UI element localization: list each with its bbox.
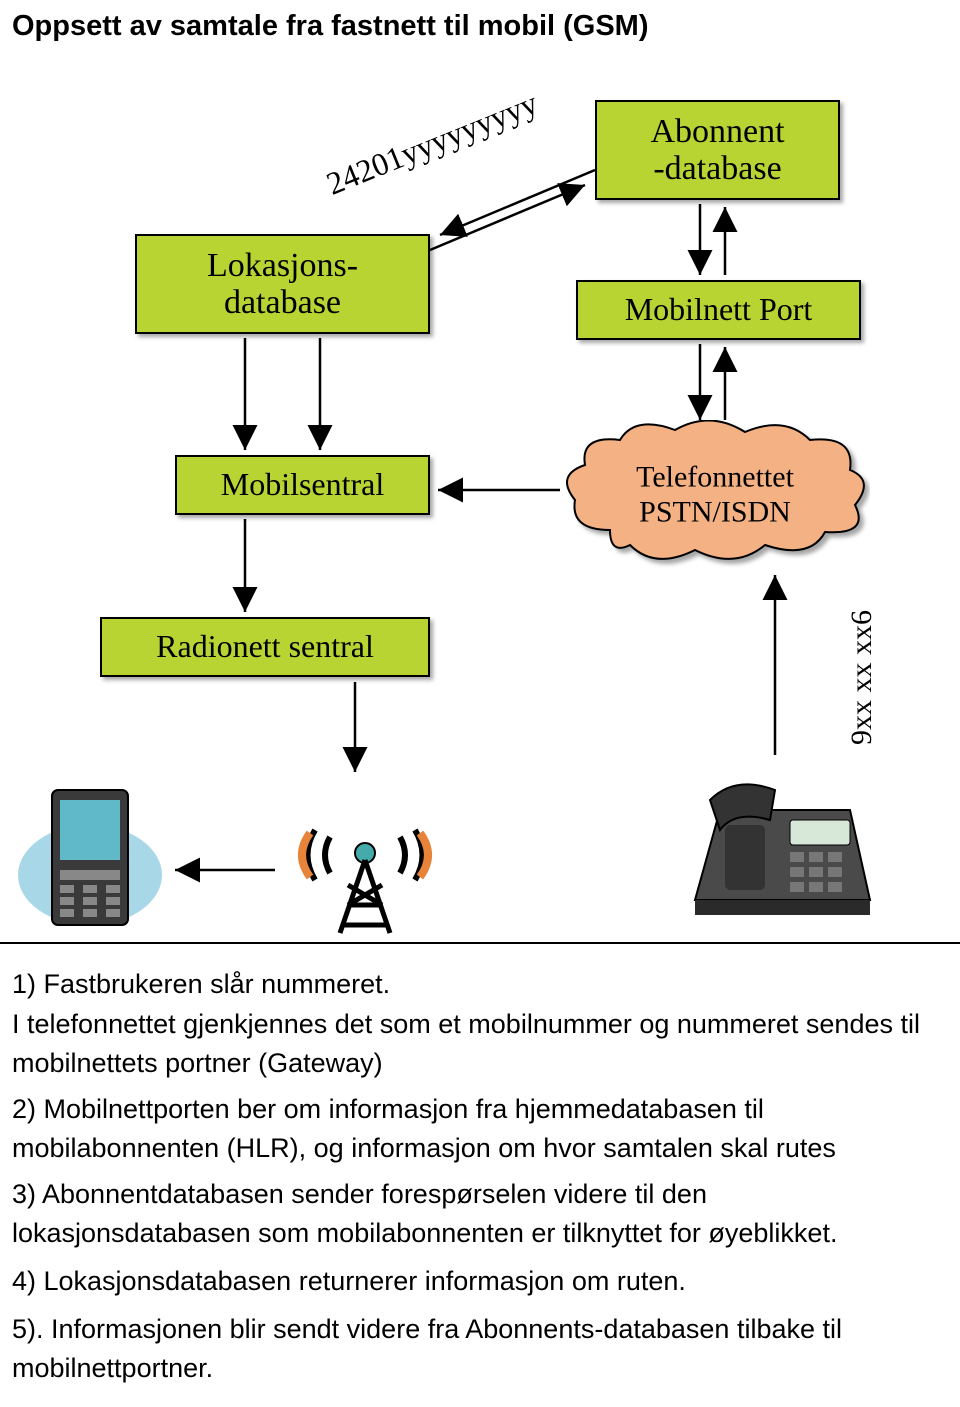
section-divider <box>0 942 960 944</box>
mobile-phone-icon <box>10 780 170 940</box>
box-lokasjons-database: Lokasjons- database <box>135 234 430 334</box>
paragraph-5: 5). Informasjonen blir sendt videre fra … <box>12 1310 940 1388</box>
paragraph-4: 4) Lokasjonsdatabasen returnerer informa… <box>12 1262 940 1301</box>
radio-tower-icon <box>280 775 450 940</box>
imsi-label: 24201yyyyyyyyy <box>321 84 543 202</box>
phone-number-label: 9xx xx xx6 <box>845 610 879 745</box>
paragraph-2: 2) Mobilnettporten ber om informasjon fr… <box>12 1090 940 1168</box>
box-mobilnett-port: Mobilnett Port <box>576 280 861 340</box>
page-title: Oppsett av samtale fra fastnett til mobi… <box>12 10 649 43</box>
paragraph-1: 1) Fastbrukeren slår nummeret. <box>12 965 940 1004</box>
cloud-pstn-isdn: Telefonnettet PSTN/ISDN <box>560 420 870 570</box>
paragraph-1b: I telefonnettet gjenkjennes det som et m… <box>12 1005 940 1083</box>
paragraph-3: 3) Abonnentdatabasen sender forespørsele… <box>12 1175 940 1253</box>
cloud-label: Telefonnettet PSTN/ISDN <box>636 461 794 530</box>
box-abonnent-database: Abonnent -database <box>595 100 840 200</box>
desk-phone-icon <box>675 760 875 935</box>
box-mobilsentral: Mobilsentral <box>175 455 430 515</box>
page-root: Oppsett av samtale fra fastnett til mobi… <box>0 0 960 1407</box>
box-radionett-sentral: Radionett sentral <box>100 617 430 677</box>
